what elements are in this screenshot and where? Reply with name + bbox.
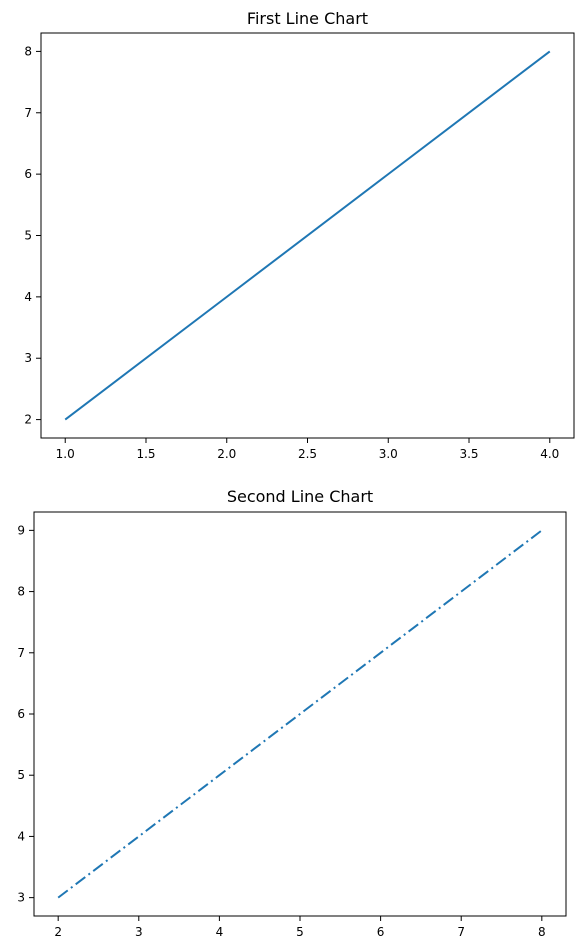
- y-tick-label: 6: [24, 167, 32, 181]
- y-tick-label: 4: [17, 829, 25, 843]
- x-tick-label: 4.0: [540, 447, 559, 461]
- x-tick-label: 2.0: [217, 447, 236, 461]
- y-tick-label: 7: [24, 106, 32, 120]
- y-tick-label: 5: [24, 229, 32, 243]
- x-tick-label: 3.5: [459, 447, 478, 461]
- x-tick-label: 2.5: [298, 447, 317, 461]
- x-tick-label: 7: [457, 925, 465, 939]
- first-line-chart: First Line Chart 1.0 1.5 2.0 2.5 3.0 3.5 4.0 2 3…: [24, 9, 575, 461]
- x-tick-label: 3.0: [379, 447, 398, 461]
- y-tick-label: 3: [24, 351, 32, 365]
- x-tick-label: 6: [377, 925, 385, 939]
- x-tick-label: 3: [135, 925, 143, 939]
- y-tick-label: 7: [17, 646, 25, 660]
- x-tick-label: 2: [54, 925, 62, 939]
- x-tick-label: 1.5: [136, 447, 155, 461]
- y-tick-label: 5: [17, 768, 25, 782]
- x-tick-label: 8: [538, 925, 546, 939]
- chart-title: Second Line Chart: [227, 487, 373, 506]
- y-tick-label: 8: [17, 585, 25, 599]
- x-tick-label: 4: [216, 925, 224, 939]
- x-tick-label: 1.0: [56, 447, 75, 461]
- second-line-chart: Second Line Chart 2 3 4 5 6 7 8 3 4 5 6 7 8 9: [17, 487, 567, 939]
- y-tick-label: 6: [17, 707, 25, 721]
- y-tick-label: 3: [17, 891, 25, 905]
- y-tick-label: 4: [24, 290, 32, 304]
- series-line: [64, 50, 551, 421]
- y-tick-label: 2: [24, 413, 32, 427]
- series-line: [57, 529, 543, 899]
- x-tick-label: 5: [296, 925, 304, 939]
- y-tick-label: 9: [17, 523, 25, 537]
- chart-title: First Line Chart: [247, 9, 368, 28]
- y-tick-label: 8: [24, 44, 32, 58]
